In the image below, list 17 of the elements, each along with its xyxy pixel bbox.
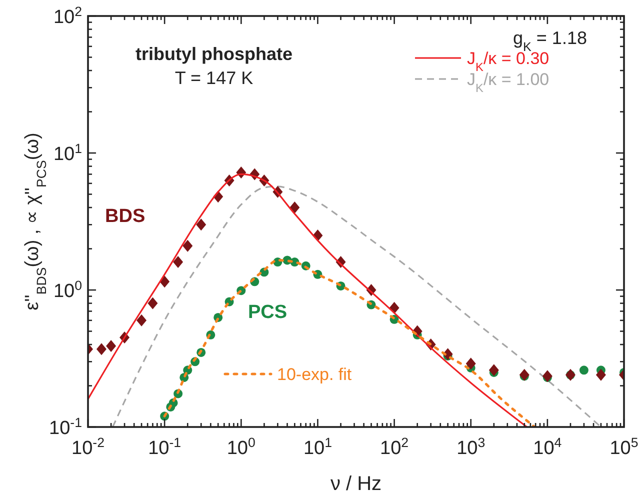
series-label: PCS bbox=[248, 302, 288, 323]
x-tick-label: 10$^{2}$ bbox=[380, 434, 409, 459]
x-tick-label: 10$^{4}$ bbox=[533, 434, 562, 459]
legend-label: 10-exp. fit bbox=[277, 365, 352, 384]
x-tick-label: 10$^{5}$ bbox=[610, 434, 638, 459]
text: BDS bbox=[105, 206, 146, 227]
x-tick-label: 10$^{0}$ bbox=[226, 434, 256, 459]
y-tick-label: 10$^{0}$ bbox=[53, 278, 82, 302]
legend-label: J$_{K}$/κ = 1.00 bbox=[467, 70, 550, 95]
y-tick-label: 10$^{2}$ bbox=[53, 4, 82, 28]
x-tick-label: 10$^{-1}$ bbox=[148, 434, 182, 459]
x-tick-label: 10$^{1}$ bbox=[303, 434, 332, 459]
annotation: T = 147 K bbox=[174, 68, 254, 88]
x-axis-title: ν / Hz bbox=[330, 473, 382, 495]
annotation: tributyl phosphate bbox=[136, 44, 292, 64]
x-tick-label: 10$^{3}$ bbox=[456, 434, 486, 459]
y-tick-label: 10$^{1}$ bbox=[53, 140, 82, 165]
